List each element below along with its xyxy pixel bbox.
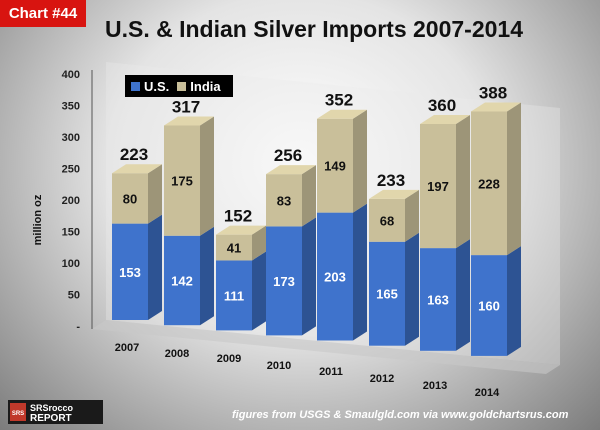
label-us-2011: 203: [324, 270, 346, 285]
bar-top-2012: [369, 189, 419, 199]
legend-label-us: U.S.: [144, 78, 170, 94]
label-india-2014: 228: [478, 176, 500, 191]
label-us-2012: 165: [376, 287, 398, 302]
bar-us-side-2011: [353, 203, 367, 341]
logo-line-1: SRSrocco: [30, 403, 74, 413]
chart-title: U.S. & Indian Silver Imports 2007-2014: [105, 16, 523, 42]
label-total-2010: 256: [274, 146, 302, 165]
bar-us-2009: [216, 260, 252, 331]
x-tick-label-2009: 2009: [217, 353, 241, 365]
bar-us-side-2014: [507, 246, 521, 356]
logo-line-2: REPORT: [30, 413, 72, 424]
label-total-2007: 223: [120, 145, 148, 164]
bar-us-side-2010: [302, 217, 316, 336]
bar-us-2013: [420, 248, 456, 351]
bar-top-2010: [266, 165, 316, 175]
legend-label-india: India: [190, 78, 221, 94]
bar-us-side-2008: [200, 226, 214, 326]
label-india-2007: 80: [123, 191, 137, 206]
bar-india-side-2007: [148, 164, 162, 224]
legend-swatch-india: [177, 81, 187, 91]
x-tick-label-2010: 2010: [267, 360, 291, 372]
y-tick-label: 100: [62, 258, 80, 270]
y-tick-label: -: [76, 321, 80, 333]
bar-us-2014: [471, 255, 507, 356]
bar-top-2009: [216, 225, 266, 235]
label-total-2011: 352: [325, 91, 353, 110]
x-tick-label-2011: 2011: [319, 366, 343, 378]
label-us-2010: 173: [273, 274, 295, 289]
y-tick-label: 50: [68, 290, 80, 302]
bar-india-2014: [471, 111, 507, 256]
bar-india-2011: [317, 118, 353, 213]
bar-top-2014: [471, 102, 521, 112]
legend-swatch-us: [131, 81, 140, 91]
y-tick-label: 300: [62, 132, 80, 144]
bar-us-2010: [266, 226, 302, 336]
plot-floor: [92, 320, 560, 374]
bar-top-2011: [317, 109, 367, 119]
label-us-2008: 142: [171, 273, 193, 288]
x-tick-label-2014: 2014: [475, 387, 500, 399]
legend-item-us: U.S.: [131, 79, 169, 94]
y-tick-label: 350: [62, 101, 80, 113]
label-india-2009: 41: [227, 241, 241, 256]
label-us-2014: 160: [478, 299, 500, 314]
bar-india-side-2009: [252, 225, 266, 261]
bar-us-side-2013: [456, 239, 470, 351]
label-us-2013: 163: [427, 292, 449, 307]
label-total-2012: 233: [377, 171, 405, 190]
y-tick-label: 250: [62, 164, 80, 176]
label-india-2013: 197: [427, 179, 449, 194]
x-tick-label-2012: 2012: [370, 373, 394, 385]
bar-india-2008: [164, 125, 200, 236]
bar-india-2013: [420, 124, 456, 249]
label-india-2012: 68: [380, 213, 394, 228]
bar-india-side-2014: [507, 102, 521, 256]
label-us-2007: 153: [119, 265, 141, 280]
bar-us-2012: [369, 241, 405, 346]
chart-number-badge: Chart #44: [0, 0, 86, 27]
svg-text:SRS: SRS: [12, 411, 24, 417]
bar-india-2009: [216, 234, 252, 261]
bar-india-2012: [369, 198, 405, 242]
label-india-2008: 175: [171, 174, 193, 189]
bar-india-side-2008: [200, 116, 214, 236]
legend-item-india: India: [177, 78, 221, 94]
bar-india-side-2011: [353, 109, 367, 213]
srsrocco-report-logo: SRS SRSrocco REPORT: [8, 400, 103, 424]
bar-india-2007: [112, 173, 148, 224]
bar-top-2013: [420, 115, 470, 124]
bar-india-side-2012: [405, 189, 419, 242]
label-total-2008: 317: [172, 97, 200, 116]
y-tick-label: 400: [62, 69, 80, 81]
x-tick-label-2008: 2008: [165, 348, 189, 360]
bar-us-side-2012: [405, 232, 419, 346]
x-tick-label-2007: 2007: [115, 342, 139, 354]
bar-us-2008: [164, 235, 200, 326]
bar-india-2010: [266, 174, 302, 227]
bar-top-2008: [164, 116, 214, 126]
label-total-2009: 152: [224, 207, 252, 226]
bar-us-side-2009: [252, 251, 266, 331]
label-india-2011: 149: [324, 159, 346, 174]
x-tick-label-2013: 2013: [423, 380, 447, 392]
label-total-2014: 388: [479, 83, 507, 102]
y-tick-label: 200: [62, 195, 80, 207]
bar-india-side-2013: [456, 115, 470, 249]
bar-us-side-2007: [148, 214, 162, 320]
legend: U.S. India: [125, 75, 233, 97]
bar-us-2007: [112, 223, 148, 320]
y-tick-label: 150: [62, 227, 80, 239]
bar-us-2011: [317, 212, 353, 341]
bar-top-2007: [112, 164, 162, 174]
source-caption: figures from USGS & Smaulgld.com via www…: [232, 409, 569, 421]
bar-india-side-2010: [302, 165, 316, 227]
label-us-2009: 111: [224, 288, 244, 303]
label-india-2010: 83: [277, 193, 291, 208]
label-total-2013: 360: [428, 96, 456, 115]
